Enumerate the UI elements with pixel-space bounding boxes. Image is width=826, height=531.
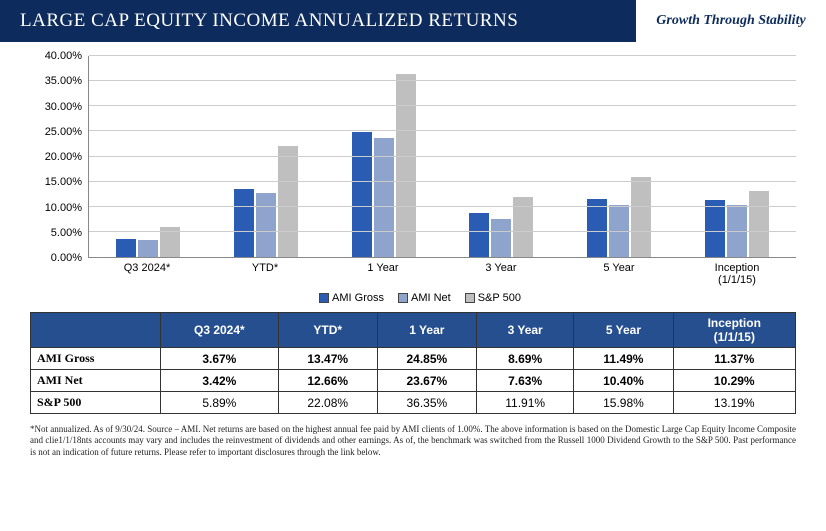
bar-group [560,56,678,257]
grid-line [89,130,796,131]
chart-legend: AMI Gross AMI Net S&P 500 [30,286,796,312]
y-tick: 20.00% [45,151,82,163]
table-cell: 11.91% [476,392,573,414]
table-cell: 5.89% [161,392,279,414]
row-header: AMI Net [31,370,161,392]
grid-line [89,231,796,232]
grid-line [89,206,796,207]
table-cell: 10.29% [673,370,795,392]
bar [396,74,416,257]
bar [631,177,651,257]
y-tick: 0.00% [51,252,82,264]
bar [138,240,158,257]
table-cell: 15.98% [574,392,673,414]
bar [705,200,725,257]
x-label: 1 Year [324,258,442,286]
x-label: 5 Year [560,258,678,286]
table-cell: 11.49% [574,348,673,370]
table-corner [31,313,161,348]
table-header: Q3 2024* [161,313,279,348]
bar-group [678,56,796,257]
bar-group [325,56,443,257]
y-tick: 25.00% [45,126,82,138]
bar-groups [89,56,796,257]
x-label: Q3 2024* [88,258,206,286]
y-tick: 35.00% [45,75,82,87]
table-cell: 3.42% [161,370,279,392]
bar [116,239,136,257]
table-cell: 23.67% [377,370,476,392]
x-axis-labels: Q3 2024*YTD*1 Year3 Year5 YearInception(… [88,258,796,286]
tagline: Growth Through Stability [636,0,826,42]
table-cell: 24.85% [377,348,476,370]
plot-area [88,56,796,258]
table-row: S&P 5005.89%22.08%36.35%11.91%15.98%13.1… [31,392,796,414]
legend-swatch [319,293,329,303]
y-tick: 5.00% [51,227,82,239]
table-cell: 11.37% [673,348,795,370]
table-row: AMI Gross3.67%13.47%24.85%8.69%11.49%11.… [31,348,796,370]
footnote: *Not annualized. As of 9/30/24. Source –… [0,414,826,458]
table-header: YTD* [278,313,377,348]
bar [352,132,372,257]
legend-swatch [398,293,408,303]
table-wrap: Q3 2024*YTD*1 Year3 Year5 YearInception(… [0,312,826,414]
grid-line [89,80,796,81]
grid-line [89,156,796,157]
table-cell: 8.69% [476,348,573,370]
row-header: AMI Gross [31,348,161,370]
table-header: 5 Year [574,313,673,348]
table-cell: 3.67% [161,348,279,370]
table-header: 1 Year [377,313,476,348]
legend-label: S&P 500 [478,292,521,304]
bar-group [442,56,560,257]
table-header: Inception(1/1/15) [673,313,795,348]
grid-line [89,105,796,106]
bar-group [89,56,207,257]
chart-area: 0.00% 5.00% 10.00% 15.00% 20.00% 25.00% 30.00%… [0,42,826,312]
table-header: 3 Year [476,313,573,348]
bar [278,146,298,257]
bar [234,189,254,257]
y-tick: 10.00% [45,202,82,214]
bar [587,199,607,257]
row-header: S&P 500 [31,392,161,414]
legend-label: AMI Gross [332,292,384,304]
header: LARGE CAP EQUITY INCOME ANNUALIZED RETUR… [0,0,826,42]
legend-label: AMI Net [411,292,451,304]
bar [469,213,489,257]
y-tick: 30.00% [45,101,82,113]
x-label: YTD* [206,258,324,286]
table-cell: 7.63% [476,370,573,392]
y-tick: 15.00% [45,176,82,188]
bar [256,193,276,257]
bar [749,191,769,257]
returns-bar-chart: 0.00% 5.00% 10.00% 15.00% 20.00% 25.00% 30.00%… [30,56,796,286]
page-title: LARGE CAP EQUITY INCOME ANNUALIZED RETUR… [0,0,636,42]
table-cell: 12.66% [278,370,377,392]
table-cell: 22.08% [278,392,377,414]
y-axis: 0.00%5.00%10.00%15.00%20.00%25.00%30.00%… [30,56,88,258]
table-cell: 10.40% [574,370,673,392]
table-cell: 13.19% [673,392,795,414]
x-label: 3 Year [442,258,560,286]
bar [491,219,511,257]
x-label: Inception(1/1/15) [678,258,796,286]
table-row: AMI Net3.42%12.66%23.67%7.63%10.40%10.29… [31,370,796,392]
table-cell: 13.47% [278,348,377,370]
returns-table: Q3 2024*YTD*1 Year3 Year5 YearInception(… [30,312,796,414]
bar-group [207,56,325,257]
table-cell: 36.35% [377,392,476,414]
legend-swatch [465,293,475,303]
grid-line [89,55,796,56]
y-tick: 40.00% [45,50,82,62]
grid-line [89,181,796,182]
